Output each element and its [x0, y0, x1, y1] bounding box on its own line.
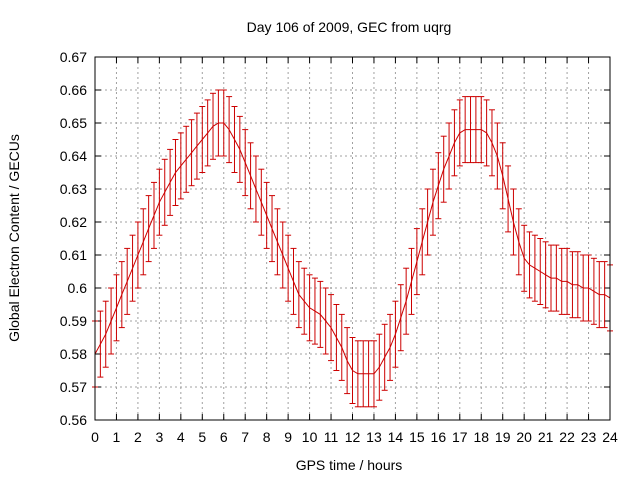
x-tick-label: 10 [302, 429, 318, 445]
y-tick-label: 0.64 [60, 148, 87, 164]
y-tick-label: 0.59 [60, 313, 87, 329]
y-tick-label: 0.67 [60, 49, 87, 65]
x-tick-label: 7 [241, 429, 249, 445]
x-tick-label: 23 [581, 429, 597, 445]
x-tick-label: 5 [198, 429, 206, 445]
x-tick-label: 22 [559, 429, 575, 445]
x-tick-label: 17 [452, 429, 468, 445]
y-tick-label: 0.58 [60, 346, 87, 362]
x-tick-label: 21 [538, 429, 554, 445]
y-tick-label: 0.6 [68, 280, 88, 296]
y-tick-label: 0.63 [60, 181, 87, 197]
x-tick-label: 2 [134, 429, 142, 445]
x-tick-label: 15 [409, 429, 425, 445]
x-tick-label: 24 [602, 429, 618, 445]
chart-title: Day 106 of 2009, GEC from uqrg [247, 19, 452, 35]
x-tick-label: 3 [155, 429, 163, 445]
x-tick-label: 20 [516, 429, 532, 445]
y-tick-label: 0.62 [60, 214, 87, 230]
y-tick-label: 0.61 [60, 247, 87, 263]
y-tick-label: 0.66 [60, 82, 87, 98]
plot-frame [94, 56, 611, 421]
y-axis-label: Global Electron Content / GECUs [6, 134, 22, 342]
x-tick-label: 8 [263, 429, 271, 445]
x-tick-label: 11 [324, 429, 339, 445]
x-tick-label: 9 [284, 429, 292, 445]
data-series [92, 89, 613, 408]
y-tick-label: 0.57 [60, 379, 87, 395]
x-tick-label: 18 [473, 429, 489, 445]
x-tick-label: 14 [388, 429, 404, 445]
y-tick-label: 0.65 [60, 115, 87, 131]
x-tick-label: 16 [431, 429, 447, 445]
x-tick-label: 4 [177, 429, 185, 445]
x-tick-label: 0 [91, 429, 99, 445]
x-tick-label: 1 [113, 429, 121, 445]
y-tick-label: 0.56 [60, 412, 87, 428]
x-tick-label: 12 [345, 429, 361, 445]
x-tick-label: 19 [495, 429, 511, 445]
x-axis-label: GPS time / hours [296, 457, 403, 473]
x-tick-label: 6 [220, 429, 228, 445]
x-tick-label: 13 [366, 429, 382, 445]
